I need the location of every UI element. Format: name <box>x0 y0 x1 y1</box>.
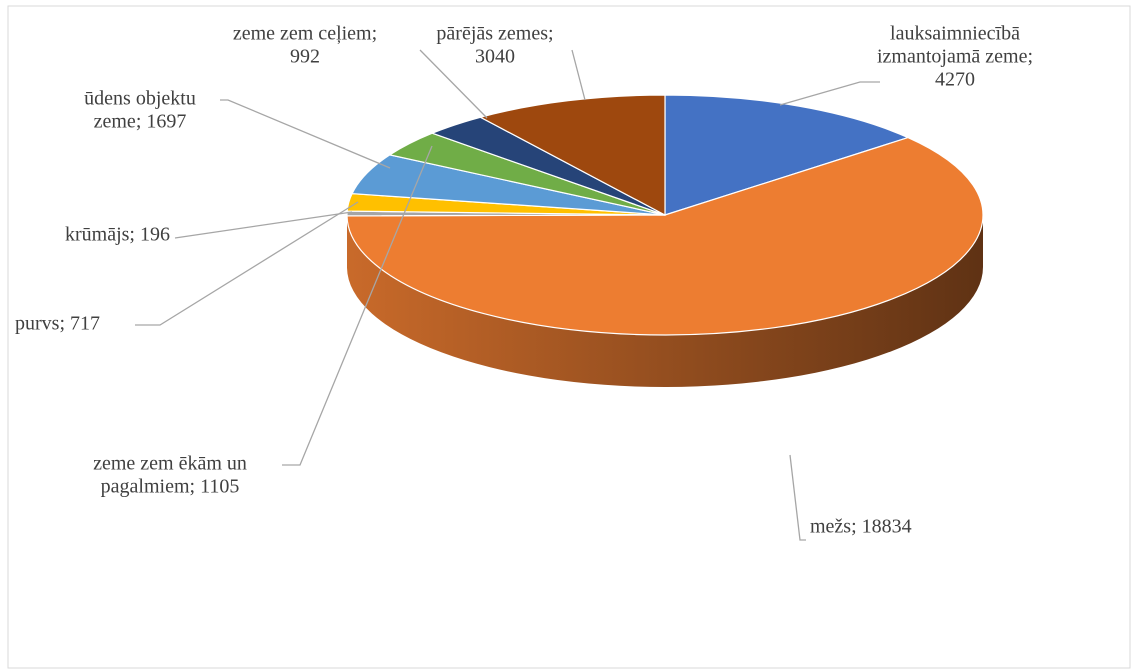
data-label: ūdens objektu <box>84 88 196 110</box>
data-label: lauksaimniecībā <box>890 23 1020 45</box>
data-label: 3040 <box>475 46 515 68</box>
data-label: zeme zem ēkām un <box>93 453 247 475</box>
pie-slice <box>664 94 910 216</box>
leader-line <box>135 201 359 326</box>
leader-line <box>779 81 880 106</box>
data-label: izmantojamā zeme; <box>877 46 1033 68</box>
data-label: purvs; 717 <box>15 313 100 335</box>
data-label: zeme zem ceļiem; <box>233 23 377 45</box>
pie-slice <box>478 94 666 216</box>
pie-slice <box>346 136 984 336</box>
data-label: mežs; 18834 <box>810 516 912 538</box>
leader-line <box>174 211 353 239</box>
data-label: zeme; 1697 <box>94 111 187 133</box>
leader-line <box>419 49 488 119</box>
leader-line <box>220 99 391 169</box>
leader-line <box>789 454 806 541</box>
data-label: krūmājs; 196 <box>65 224 170 246</box>
data-label: pagalmiem; 1105 <box>101 476 240 498</box>
data-label: 992 <box>290 46 320 68</box>
leader-line <box>282 145 433 466</box>
data-label: pārējās zemes; <box>436 23 553 45</box>
leader-line <box>571 49 586 101</box>
pie-side <box>347 215 983 387</box>
data-label: 4270 <box>935 69 975 91</box>
